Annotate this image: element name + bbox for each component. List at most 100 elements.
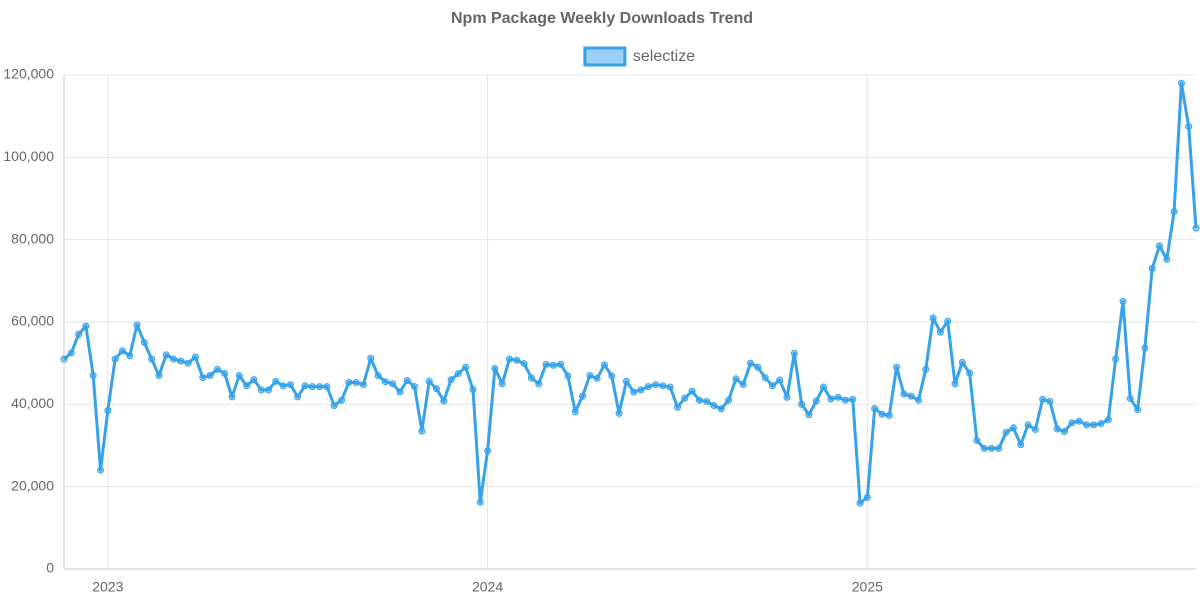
data-point [498, 380, 506, 388]
data-point [564, 372, 572, 380]
data-point [1024, 421, 1032, 429]
data-point [505, 355, 513, 363]
data-point [841, 396, 849, 404]
data-point [396, 388, 404, 396]
data-point [520, 360, 528, 368]
data-point [1148, 264, 1156, 272]
data-point [659, 382, 667, 390]
data-point [425, 377, 433, 385]
data-point [1170, 208, 1178, 216]
data-point [929, 314, 937, 322]
data-point [600, 361, 608, 369]
data-point [155, 372, 163, 380]
data-point [673, 403, 681, 411]
data-point [1192, 224, 1200, 232]
data-point [754, 363, 762, 371]
data-point [717, 405, 725, 413]
data-point [228, 393, 236, 401]
data-point [907, 392, 915, 400]
data-point [535, 380, 543, 388]
data-point [878, 410, 886, 418]
y-tick-label: 60,000 [11, 313, 54, 329]
data-point [703, 397, 711, 405]
data-point [1097, 420, 1105, 428]
data-point [820, 383, 828, 391]
data-point [257, 386, 265, 394]
y-tick-label: 20,000 [11, 477, 54, 493]
data-point [1046, 397, 1054, 405]
data-point [914, 396, 922, 404]
data-point [652, 381, 660, 389]
data-point [279, 382, 287, 390]
data-point [97, 466, 105, 474]
series-line [63, 81, 1198, 505]
data-point [513, 356, 521, 364]
data-point [352, 379, 360, 387]
data-point [695, 396, 703, 404]
data-point [148, 355, 156, 363]
data-point [980, 444, 988, 452]
data-point [184, 359, 192, 367]
chart-title: Npm Package Weekly Downloads Trend [451, 10, 753, 27]
data-point [389, 380, 397, 388]
data-point [294, 393, 302, 401]
data-point [1141, 344, 1149, 352]
data-point [345, 379, 353, 387]
x-tick-label: 2025 [852, 579, 883, 595]
data-point [301, 382, 309, 390]
data-point [922, 365, 930, 373]
data-point [966, 369, 974, 377]
data-point [235, 372, 243, 380]
data-point [67, 349, 75, 357]
data-point [381, 378, 389, 386]
data-point [827, 395, 835, 403]
data-point [126, 352, 134, 360]
data-point [140, 339, 148, 347]
y-tick-label: 40,000 [11, 395, 54, 411]
data-point [973, 437, 981, 445]
data-point [177, 357, 185, 365]
data-point [593, 374, 601, 382]
data-point [681, 394, 689, 402]
data-point [1082, 421, 1090, 429]
data-point [1104, 416, 1112, 424]
data-point [316, 383, 324, 391]
data-point [688, 387, 696, 395]
data-point [1134, 406, 1142, 414]
data-point [622, 377, 630, 385]
data-point [615, 409, 623, 417]
data-point [900, 390, 908, 398]
data-point [885, 411, 893, 419]
data-point [243, 382, 251, 390]
data-point [783, 393, 791, 401]
data-point [1126, 395, 1134, 403]
data-point [768, 382, 776, 390]
data-point [403, 376, 411, 384]
data-point [644, 383, 652, 391]
data-point [286, 381, 294, 389]
data-point [75, 330, 83, 338]
data-point [1075, 417, 1083, 425]
data-point [856, 499, 864, 507]
x-tick-label: 2023 [92, 579, 123, 595]
data-point [250, 376, 258, 384]
data-point [118, 347, 126, 355]
data-point [60, 355, 68, 363]
data-point [1177, 79, 1185, 87]
data-point [111, 355, 119, 363]
data-point [221, 369, 229, 377]
y-tick-label: 80,000 [11, 230, 54, 246]
data-point [454, 369, 462, 377]
data-point [1155, 242, 1163, 250]
data-point [104, 407, 112, 415]
data-point [491, 365, 499, 373]
data-point [469, 386, 477, 394]
data-point [571, 408, 579, 416]
data-point [89, 372, 97, 380]
data-point [893, 363, 901, 371]
data-point [206, 372, 214, 380]
data-point [995, 444, 1003, 452]
data-point [462, 363, 470, 371]
data-point [1039, 395, 1047, 403]
